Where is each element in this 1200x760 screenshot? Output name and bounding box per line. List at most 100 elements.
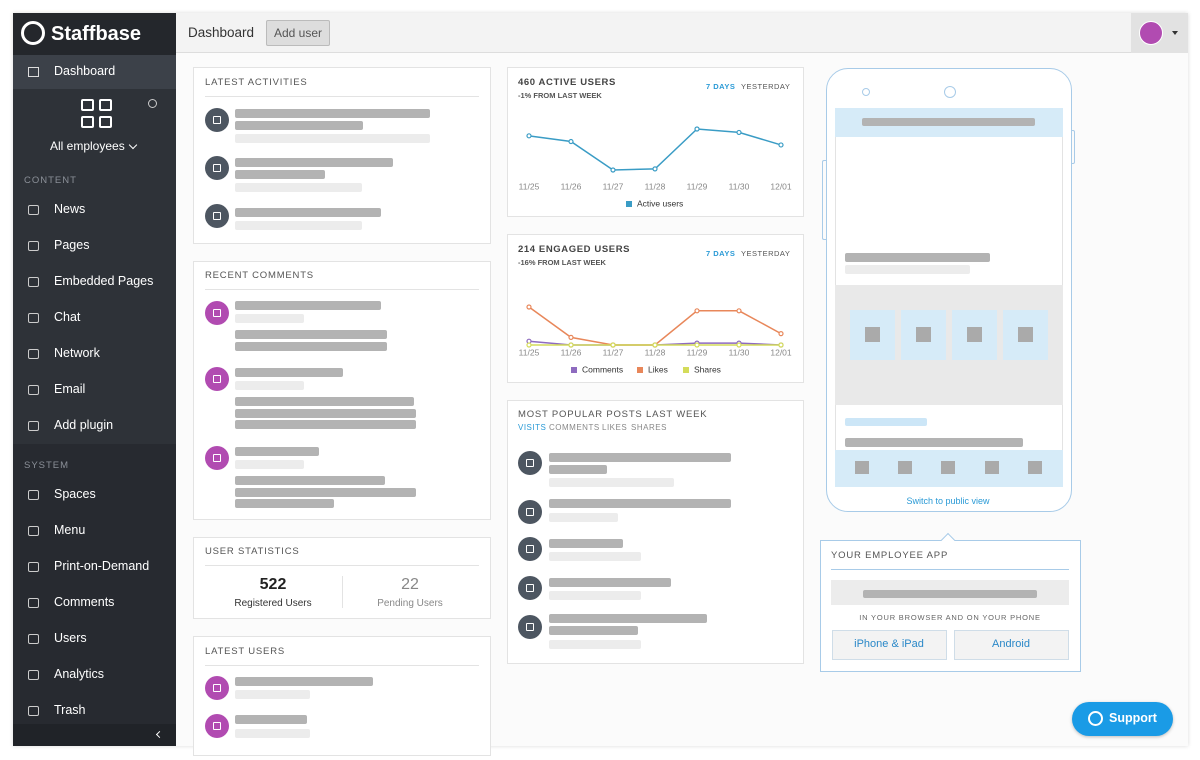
- avatar-glyph: [526, 508, 534, 516]
- data-point: [694, 342, 700, 348]
- chart-subtitle: -16% FROM LAST WEEK: [518, 258, 606, 268]
- store-button: [954, 630, 1069, 660]
- placeholder-bar: [549, 591, 641, 600]
- avatar: [205, 156, 229, 180]
- legend-label: Active users: [637, 198, 683, 208]
- nav-icon: [1028, 461, 1042, 474]
- nav-item[interactable]: Spaces: [54, 487, 96, 502]
- nav-icon: [28, 526, 39, 536]
- public-view-link[interactable]: Switch to public view: [906, 496, 990, 507]
- topbar: [176, 13, 1188, 53]
- data-point: [568, 138, 574, 145]
- settings-icon: [148, 99, 157, 108]
- nav-icon: [28, 205, 39, 215]
- space-icon: [81, 99, 94, 111]
- nav-item[interactable]: Analytics: [54, 667, 105, 682]
- phone-sensor: [862, 88, 870, 96]
- space-icon: [99, 116, 112, 128]
- nav-item[interactable]: Email: [54, 382, 86, 397]
- panel-title: MOST POPULAR POSTS LAST WEEK: [518, 409, 708, 421]
- nav-icon: [28, 385, 39, 395]
- placeholder-bar: [235, 170, 325, 179]
- tab[interactable]: SHARES: [631, 423, 667, 433]
- toggle[interactable]: YESTERDAY: [741, 249, 791, 259]
- tab[interactable]: COMMENTS: [549, 423, 600, 433]
- toggle[interactable]: YESTERDAY: [741, 82, 791, 92]
- avatar: [518, 576, 542, 600]
- nav-item[interactable]: Network: [54, 346, 100, 361]
- nav-item[interactable]: Menu: [54, 523, 86, 538]
- tab[interactable]: VISITS: [518, 423, 547, 433]
- avatar-glyph: [213, 212, 221, 220]
- x-tick-label: 11/28: [645, 347, 666, 357]
- placeholder-bar: [235, 109, 430, 118]
- avatar: [518, 451, 542, 475]
- add-user-label[interactable]: Add user: [273, 25, 323, 40]
- placeholder-bar: [235, 488, 416, 497]
- placeholder-bar: [549, 552, 641, 561]
- x-tick-label: 12/01: [770, 347, 792, 357]
- chart-title: 460 ACTIVE USERS: [518, 77, 616, 89]
- placeholder-bar: [235, 420, 416, 429]
- placeholder-bar: [235, 342, 387, 351]
- data-point: [778, 342, 784, 348]
- data-point: [568, 334, 574, 340]
- placeholder-bar: [863, 590, 1037, 598]
- legend-swatch: [637, 367, 643, 373]
- placeholder-bar: [845, 265, 970, 274]
- panel-title: RECENT COMMENTS: [205, 270, 314, 282]
- legend-swatch: [683, 367, 689, 373]
- support-label[interactable]: Support: [1109, 711, 1157, 726]
- avatar: [205, 108, 229, 132]
- nav-item[interactable]: Comments: [54, 595, 115, 610]
- tile-icon: [916, 327, 931, 342]
- user-avatar: [1139, 21, 1163, 45]
- placeholder-bar: [235, 397, 414, 406]
- placeholder-bar: [235, 677, 373, 686]
- nav-item[interactable]: Add plugin: [54, 418, 114, 433]
- x-tick-label: 11/27: [603, 347, 624, 357]
- nav-item[interactable]: Pages: [54, 238, 90, 253]
- placeholder-bar: [235, 208, 381, 217]
- placeholder-bar: [549, 578, 671, 587]
- placeholder-bar: [235, 447, 319, 456]
- nav-item[interactable]: Chat: [54, 310, 81, 325]
- nav-item[interactable]: Trash: [54, 703, 86, 718]
- tab[interactable]: LIKES: [602, 423, 628, 433]
- placeholder-bar: [235, 715, 307, 724]
- data-point: [526, 133, 532, 139]
- x-tick-label: 11/27: [603, 181, 624, 191]
- store-button-label[interactable]: iPhone & iPad: [854, 638, 924, 651]
- nav-icon: [28, 490, 39, 500]
- nav-item[interactable]: News: [54, 202, 86, 217]
- nav-icon: [28, 562, 39, 572]
- store-button-label[interactable]: Android: [992, 638, 1030, 651]
- placeholder-bar: [235, 121, 363, 130]
- avatar-glyph: [213, 164, 221, 172]
- space-icon: [99, 99, 112, 111]
- placeholder-bar: [549, 478, 674, 487]
- nav-item[interactable]: Users: [54, 631, 87, 646]
- nav-item[interactable]: Print-on-Demand: [54, 559, 150, 574]
- avatar: [205, 367, 229, 391]
- placeholder-bar: [549, 499, 731, 508]
- system-section: [13, 444, 176, 724]
- data-point: [736, 129, 742, 136]
- panel-divider: [205, 289, 479, 290]
- avatar-glyph: [213, 309, 221, 317]
- avatar: [205, 301, 229, 325]
- nav-icon: [28, 277, 39, 287]
- space-selector[interactable]: All employees: [50, 138, 125, 153]
- nav-item[interactable]: Embedded Pages: [54, 274, 154, 289]
- nav-item[interactable]: Dashboard: [54, 64, 116, 79]
- support-icon: [1088, 711, 1103, 726]
- toggle[interactable]: 7 DAYS: [706, 82, 736, 92]
- nav-icon: [985, 461, 999, 474]
- toggle[interactable]: 7 DAYS: [706, 249, 736, 259]
- avatar: [518, 537, 542, 561]
- avatar-glyph: [213, 684, 221, 692]
- add-user-button: [266, 20, 330, 46]
- avatar: [205, 204, 229, 228]
